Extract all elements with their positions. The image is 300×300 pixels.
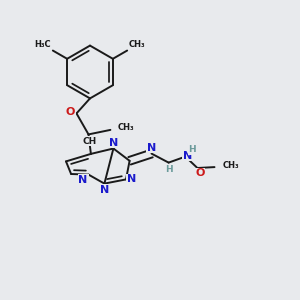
Text: N: N	[127, 174, 136, 184]
Text: H: H	[165, 165, 172, 174]
Text: N: N	[79, 175, 88, 185]
Text: CH₃: CH₃	[222, 161, 239, 170]
Text: N: N	[183, 151, 192, 161]
Text: N: N	[147, 142, 156, 153]
Text: CH₃: CH₃	[118, 123, 134, 132]
Text: O: O	[65, 107, 75, 117]
Text: N: N	[109, 137, 118, 148]
Text: N: N	[100, 184, 109, 195]
Text: H: H	[188, 146, 196, 154]
Text: O: O	[195, 168, 205, 178]
Text: CH: CH	[83, 136, 97, 146]
Text: H₃C: H₃C	[35, 40, 51, 49]
Text: CH₃: CH₃	[129, 40, 145, 49]
